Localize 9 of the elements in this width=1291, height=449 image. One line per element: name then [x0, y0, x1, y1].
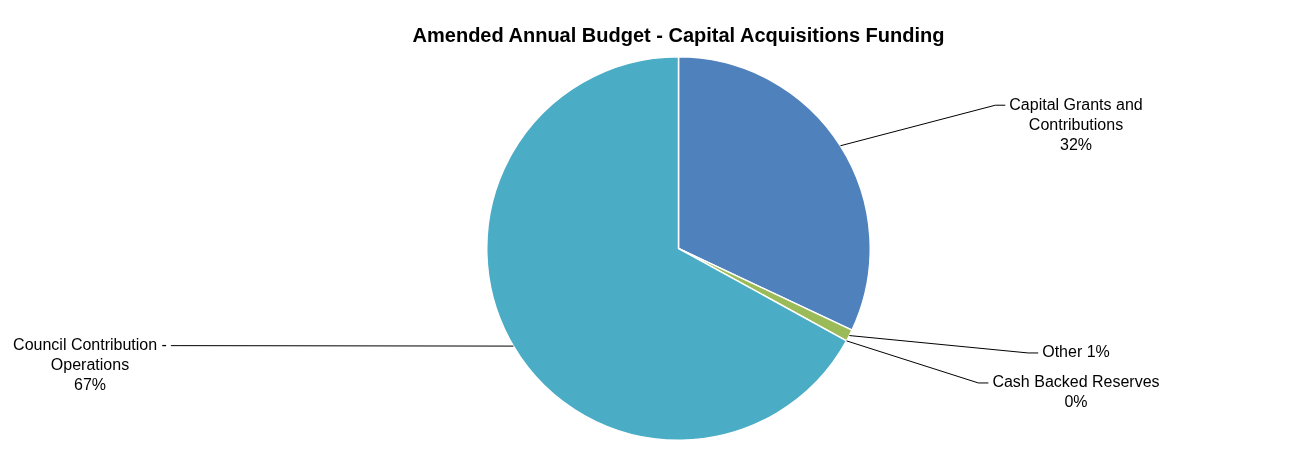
data-label: 67%	[73, 376, 107, 394]
data-label: 32%	[1059, 135, 1093, 153]
chart-title: Amended Annual Budget - Capital Acquisitions Funding	[412, 23, 945, 46]
slice-label: Council Contribution - Operations	[13, 336, 167, 374]
text: 0%	[1064, 393, 1088, 411]
data-label: 1%	[1086, 343, 1110, 361]
category-label: Cash Backed Reserves	[992, 373, 1160, 391]
slice-label: Capital Grants and Contributions	[1009, 95, 1143, 133]
slice-label: Other	[1042, 343, 1083, 361]
